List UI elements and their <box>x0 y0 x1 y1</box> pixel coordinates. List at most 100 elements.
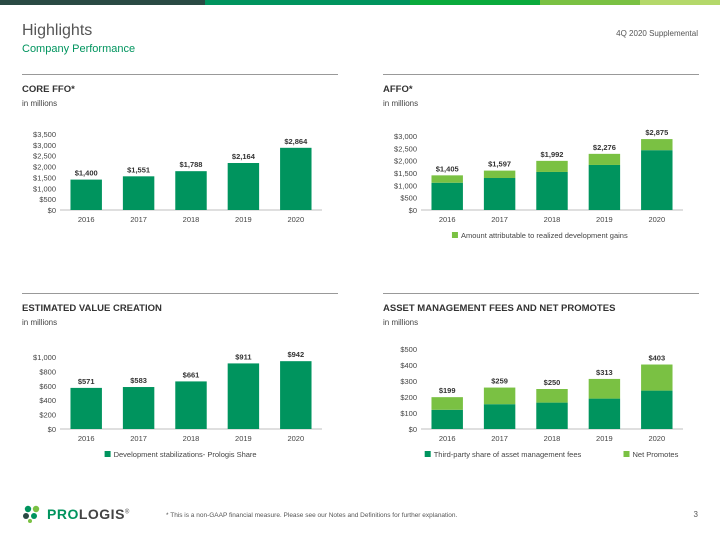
legend-label: Net Promotes <box>633 450 679 459</box>
bar-2016-series-2 <box>431 175 463 183</box>
data-label: $1,551 <box>127 165 150 174</box>
panel-divider <box>383 74 699 75</box>
chart-legend: Amount attributable to realized developm… <box>451 231 628 240</box>
x-tick-label: 2017 <box>491 215 508 224</box>
x-tick-label: 2018 <box>544 434 561 443</box>
y-tick-label: $1,500 <box>394 169 417 178</box>
top-bar-segment-4 <box>540 0 640 5</box>
logo-text-pro: PRO <box>47 506 79 522</box>
bar-2019-series-1 <box>227 363 260 429</box>
panel-unit: in millions <box>383 318 419 327</box>
y-tick-label: $500 <box>400 194 417 203</box>
legend-label: Third-party share of asset management fe… <box>434 450 582 459</box>
supplement-label: 4Q 2020 Supplemental <box>616 29 698 38</box>
value-creation-chart: $0 $200 $400 $600 $800 $1,000 $571 2016 $583 2017… <box>33 350 322 459</box>
bar-2019-series-2 <box>588 153 621 165</box>
panel-title: AFFO* <box>383 84 413 95</box>
y-tick-label: $0 <box>409 206 417 215</box>
chart-legend: Development stabilizations- Prologis Sha… <box>104 450 257 459</box>
bar-2019-series-2 <box>588 378 621 399</box>
bar-2019-series-1 <box>588 398 621 429</box>
bar-2018-series-2 <box>536 160 568 172</box>
panel-unit: in millions <box>22 318 58 327</box>
data-label: $911 <box>235 352 251 361</box>
bar-2020-series-2 <box>641 139 673 151</box>
bar-2017-series-1 <box>483 404 516 429</box>
legend-swatch <box>451 232 458 238</box>
y-tick-label: $3,000 <box>33 141 56 150</box>
x-tick-label: 2020 <box>287 434 304 443</box>
bar-2017-series-2 <box>483 387 516 405</box>
panel-title: ESTIMATED VALUE CREATION <box>22 303 162 314</box>
chart-legend: Third-party share of asset management fe… <box>424 450 679 459</box>
x-tick-label: 2016 <box>78 434 95 443</box>
y-tick-label: $1,000 <box>33 184 56 193</box>
x-tick-label: 2018 <box>183 215 200 224</box>
data-label: $942 <box>287 350 304 359</box>
bar-2020-series-1 <box>641 150 673 210</box>
y-tick-label: $1,000 <box>394 181 417 190</box>
x-tick-label: 2019 <box>596 215 613 224</box>
data-label: $2,164 <box>232 152 256 161</box>
y-tick-label: $800 <box>39 367 56 376</box>
x-tick-label: 2018 <box>544 215 561 224</box>
top-color-bar <box>0 0 720 5</box>
y-tick-label: $500 <box>39 195 56 204</box>
x-tick-label: 2018 <box>183 434 200 443</box>
legend-swatch <box>424 451 431 457</box>
bar-2017-series-1 <box>122 176 155 210</box>
y-tick-label: $100 <box>400 409 417 418</box>
data-label: $571 <box>78 377 95 386</box>
bar-2018-series-1 <box>536 402 568 429</box>
x-tick-label: 2017 <box>130 434 147 443</box>
y-tick-label: $3,000 <box>394 132 417 141</box>
bar-2019-series-1 <box>588 164 621 210</box>
data-label: $313 <box>596 368 613 377</box>
bar-2018-series-1 <box>175 171 207 210</box>
bar-2018-series-1 <box>175 381 207 429</box>
data-label: $583 <box>130 376 147 385</box>
y-tick-label: $0 <box>409 425 417 434</box>
x-tick-label: 2020 <box>648 215 665 224</box>
top-bar-segment-5 <box>640 0 720 5</box>
prologis-logo: PROLOGIS® <box>22 505 130 523</box>
data-label: $199 <box>439 386 456 395</box>
top-bar-segment-3 <box>410 0 540 5</box>
core-ffo-chart: $0 $500 $1,000 $1,500$2,000 $2,500 $3,000 $3,5… <box>33 130 322 224</box>
bar-2020-series-2 <box>641 364 673 391</box>
y-tick-label: $400 <box>400 361 417 370</box>
footnote: * This is a non-GAAP financial measure. … <box>166 512 458 519</box>
data-label: $259 <box>491 377 508 386</box>
legend-label: Amount attributable to realized developm… <box>461 231 628 240</box>
page-subtitle: Company Performance <box>22 43 136 55</box>
logo-wordmark: PROLOGIS® <box>47 506 130 522</box>
data-label: $1,405 <box>436 164 459 173</box>
bar-2020-series-1 <box>641 390 673 429</box>
x-tick-label: 2020 <box>287 215 304 224</box>
data-label: $250 <box>544 378 561 387</box>
data-label: $2,875 <box>645 128 668 137</box>
logo-text-logis: LOGIS <box>78 506 125 522</box>
y-tick-label: $500 <box>400 345 417 354</box>
data-label: $1,597 <box>488 160 511 169</box>
legend-swatch <box>623 451 630 457</box>
y-tick-label: $2,500 <box>394 144 417 153</box>
panel-unit: in millions <box>22 99 58 108</box>
bar-2017-series-2 <box>483 170 516 179</box>
y-tick-label: $600 <box>39 382 56 391</box>
y-tick-label: $200 <box>39 411 56 420</box>
data-label: $1,788 <box>180 160 203 169</box>
bar-2016-series-1 <box>431 409 463 429</box>
y-tick-label: $200 <box>400 393 417 402</box>
y-tick-label: $0 <box>48 425 56 434</box>
panel-divider <box>22 293 338 294</box>
data-label: $403 <box>648 354 665 363</box>
y-tick-label: $3,500 <box>33 130 56 139</box>
y-tick-label: $2,000 <box>33 163 56 172</box>
legend-swatch <box>104 451 111 457</box>
data-label: $1,400 <box>75 169 98 178</box>
x-tick-label: 2016 <box>78 215 95 224</box>
panel-title: CORE FFO* <box>22 84 75 95</box>
top-bar-segment-1 <box>0 0 205 5</box>
x-tick-label: 2019 <box>235 434 252 443</box>
